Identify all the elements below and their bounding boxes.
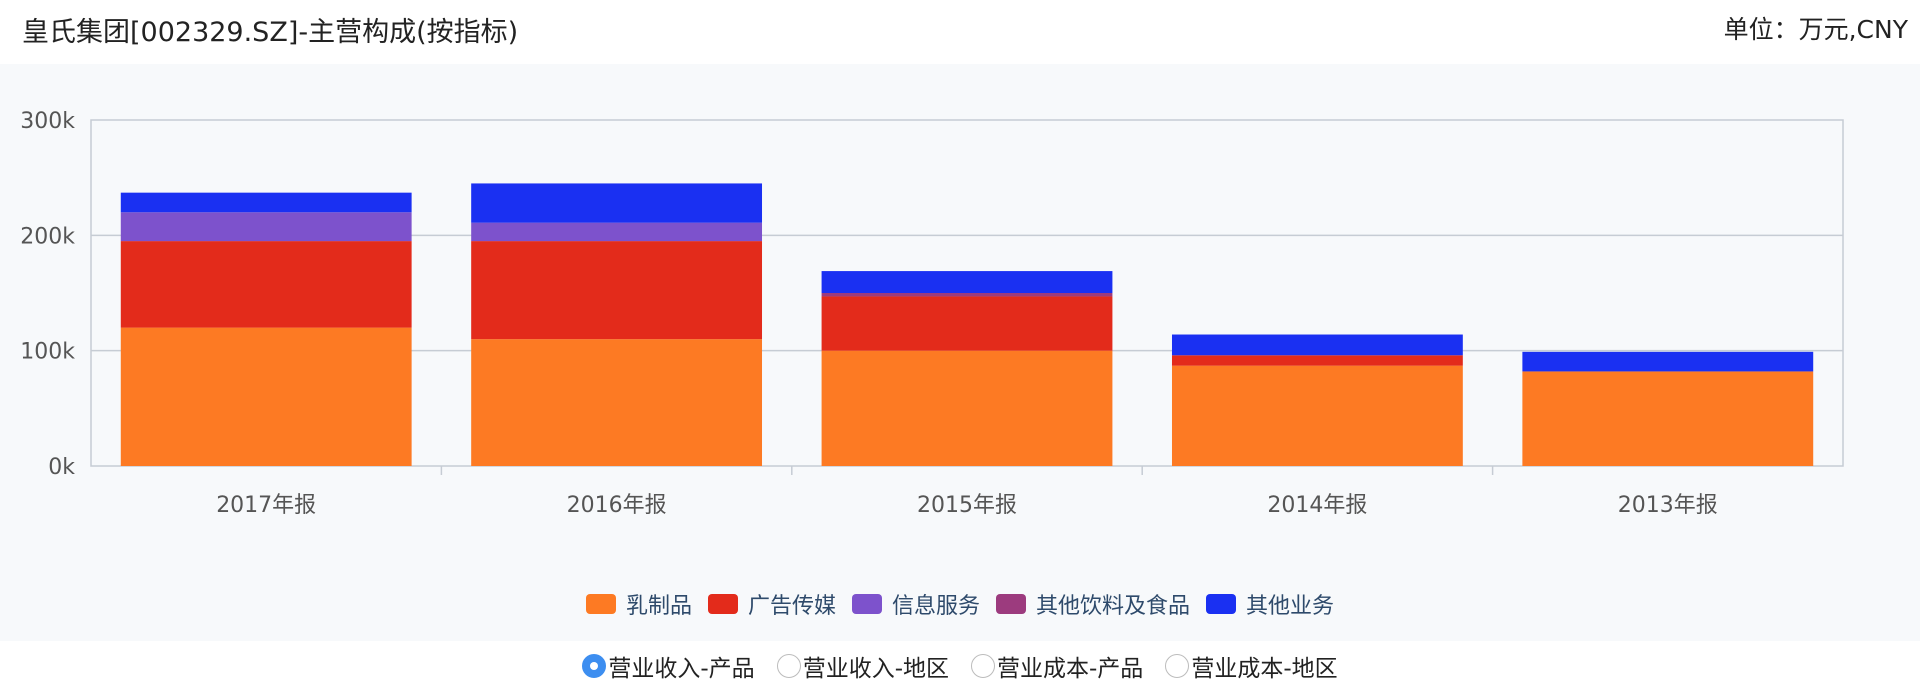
metric-radio-option[interactable]: 营业成本-产品 (971, 649, 1143, 683)
bar-segment[interactable] (1171, 334, 1463, 356)
bar-segment[interactable] (1171, 365, 1463, 466)
stacked-bar-chart: 0k 100k 200k 300k 2017年报 2016年报 2015年报 2014年报 20… (20, 109, 1844, 518)
bar-segment[interactable] (471, 241, 763, 340)
y-tick-label: 300k (20, 109, 75, 134)
bar-segment[interactable] (1522, 371, 1814, 466)
legend-label: 信息服务 (891, 594, 980, 619)
y-tick-label: 0k (48, 455, 75, 480)
legend-label: 其他饮料及食品 (1036, 594, 1191, 619)
bar-segment[interactable] (821, 296, 1113, 351)
legend-item[interactable]: 其他业务 (1206, 588, 1334, 620)
bar-segment[interactable] (120, 241, 412, 328)
legend-label: 其他业务 (1246, 594, 1335, 619)
bar-segment[interactable] (1171, 355, 1463, 366)
legend-item[interactable]: 其他饮料及食品 (996, 588, 1190, 620)
unit-label: 单位：万元,CNY (1723, 15, 1908, 44)
bar-segment[interactable] (1522, 351, 1814, 372)
chart-panel: 0k 100k 200k 300k 2017年报 2016年报 2015年报 2014年报 20… (0, 64, 1920, 682)
page-title: 皇氏集团[002329.SZ]-主营构成(按指标) (22, 17, 519, 48)
legend-swatch (707, 594, 738, 614)
bar-segment[interactable] (471, 183, 763, 223)
x-tick-label: 2013年报 (1618, 493, 1718, 518)
y-tick-label: 200k (20, 224, 75, 249)
metric-radio-group: 营业收入-产品 营业收入-地区 营业成本-产品 营业成本-地区 (0, 646, 1920, 686)
radio-label: 营业收入-产品 (608, 656, 755, 682)
legend-swatch (996, 594, 1026, 614)
bar-segment[interactable] (471, 222, 763, 242)
legend-swatch (851, 594, 882, 614)
radio-label: 营业成本-产品 (997, 656, 1144, 682)
chart-legend: 乳制品 广告传媒 信息服务 其他饮料及食品 其他业务 (0, 586, 1920, 622)
legend-item[interactable]: 信息服务 (851, 588, 980, 620)
metric-radio-option[interactable]: 营业收入-地区 (776, 649, 949, 683)
y-tick-label: 100k (20, 340, 75, 365)
x-tick-label: 2017年报 (216, 493, 316, 518)
metric-radio-option[interactable]: 营业成本-地区 (1165, 649, 1338, 683)
x-tick-label: 2016年报 (567, 493, 667, 518)
radio-button[interactable] (971, 654, 995, 678)
x-tick-label: 2014年报 (1267, 493, 1367, 518)
radio-label: 营业成本-地区 (1191, 656, 1338, 682)
bar-segment[interactable] (821, 350, 1113, 466)
bar-segment[interactable] (120, 192, 412, 213)
bar-segment[interactable] (120, 212, 412, 242)
radio-button[interactable] (582, 654, 607, 678)
legend-item[interactable]: 乳制品 (585, 588, 692, 620)
metric-radio-option[interactable]: 营业收入-产品 (582, 649, 755, 683)
bar-segment[interactable] (120, 327, 412, 466)
legend-label: 广告传媒 (747, 594, 836, 619)
radio-label: 营业收入-地区 (802, 656, 949, 682)
legend-item[interactable]: 广告传媒 (707, 588, 836, 620)
legend-swatch (1206, 594, 1237, 614)
bar-segment[interactable] (821, 293, 1113, 297)
header: 皇氏集团[002329.SZ]-主营构成(按指标) 单位：万元,CNY (0, 0, 1920, 64)
radio-button[interactable] (1165, 654, 1190, 678)
legend-label: 乳制品 (625, 594, 692, 619)
bar-segment[interactable] (471, 339, 763, 466)
radio-button[interactable] (776, 654, 801, 678)
x-tick-label: 2015年报 (917, 493, 1017, 518)
legend-swatch (585, 594, 616, 614)
bar-segment[interactable] (821, 271, 1113, 293)
radio-dot (590, 662, 599, 670)
